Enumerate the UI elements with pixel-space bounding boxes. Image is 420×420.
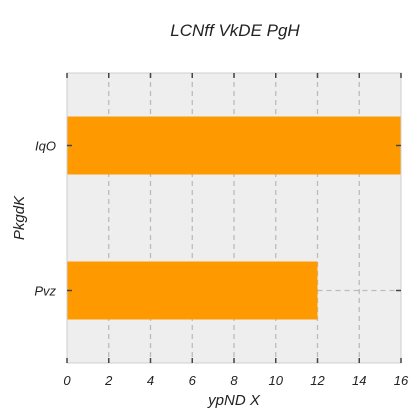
- category-label: IqO: [35, 139, 56, 154]
- chart-title: LCNff VkDE PgH: [170, 21, 300, 40]
- bar: [67, 262, 318, 320]
- bar: [67, 117, 401, 175]
- x-tick-label: 2: [104, 373, 113, 388]
- x-tick-label: 8: [230, 373, 238, 388]
- x-tick-label: 6: [189, 373, 197, 388]
- x-tick-label: 14: [352, 373, 366, 388]
- category-labels: IqO Pvz: [34, 139, 56, 299]
- x-tick-label: 10: [269, 373, 284, 388]
- x-tick-label: 4: [147, 373, 154, 388]
- x-tick-label: 16: [394, 373, 409, 388]
- y-axis-label: PkgdK: [11, 195, 28, 240]
- x-axis-label: ypND X: [207, 392, 261, 409]
- x-tick-label: 0: [63, 373, 71, 388]
- category-label: Pvz: [34, 284, 56, 299]
- x-tick-label: 12: [310, 373, 325, 388]
